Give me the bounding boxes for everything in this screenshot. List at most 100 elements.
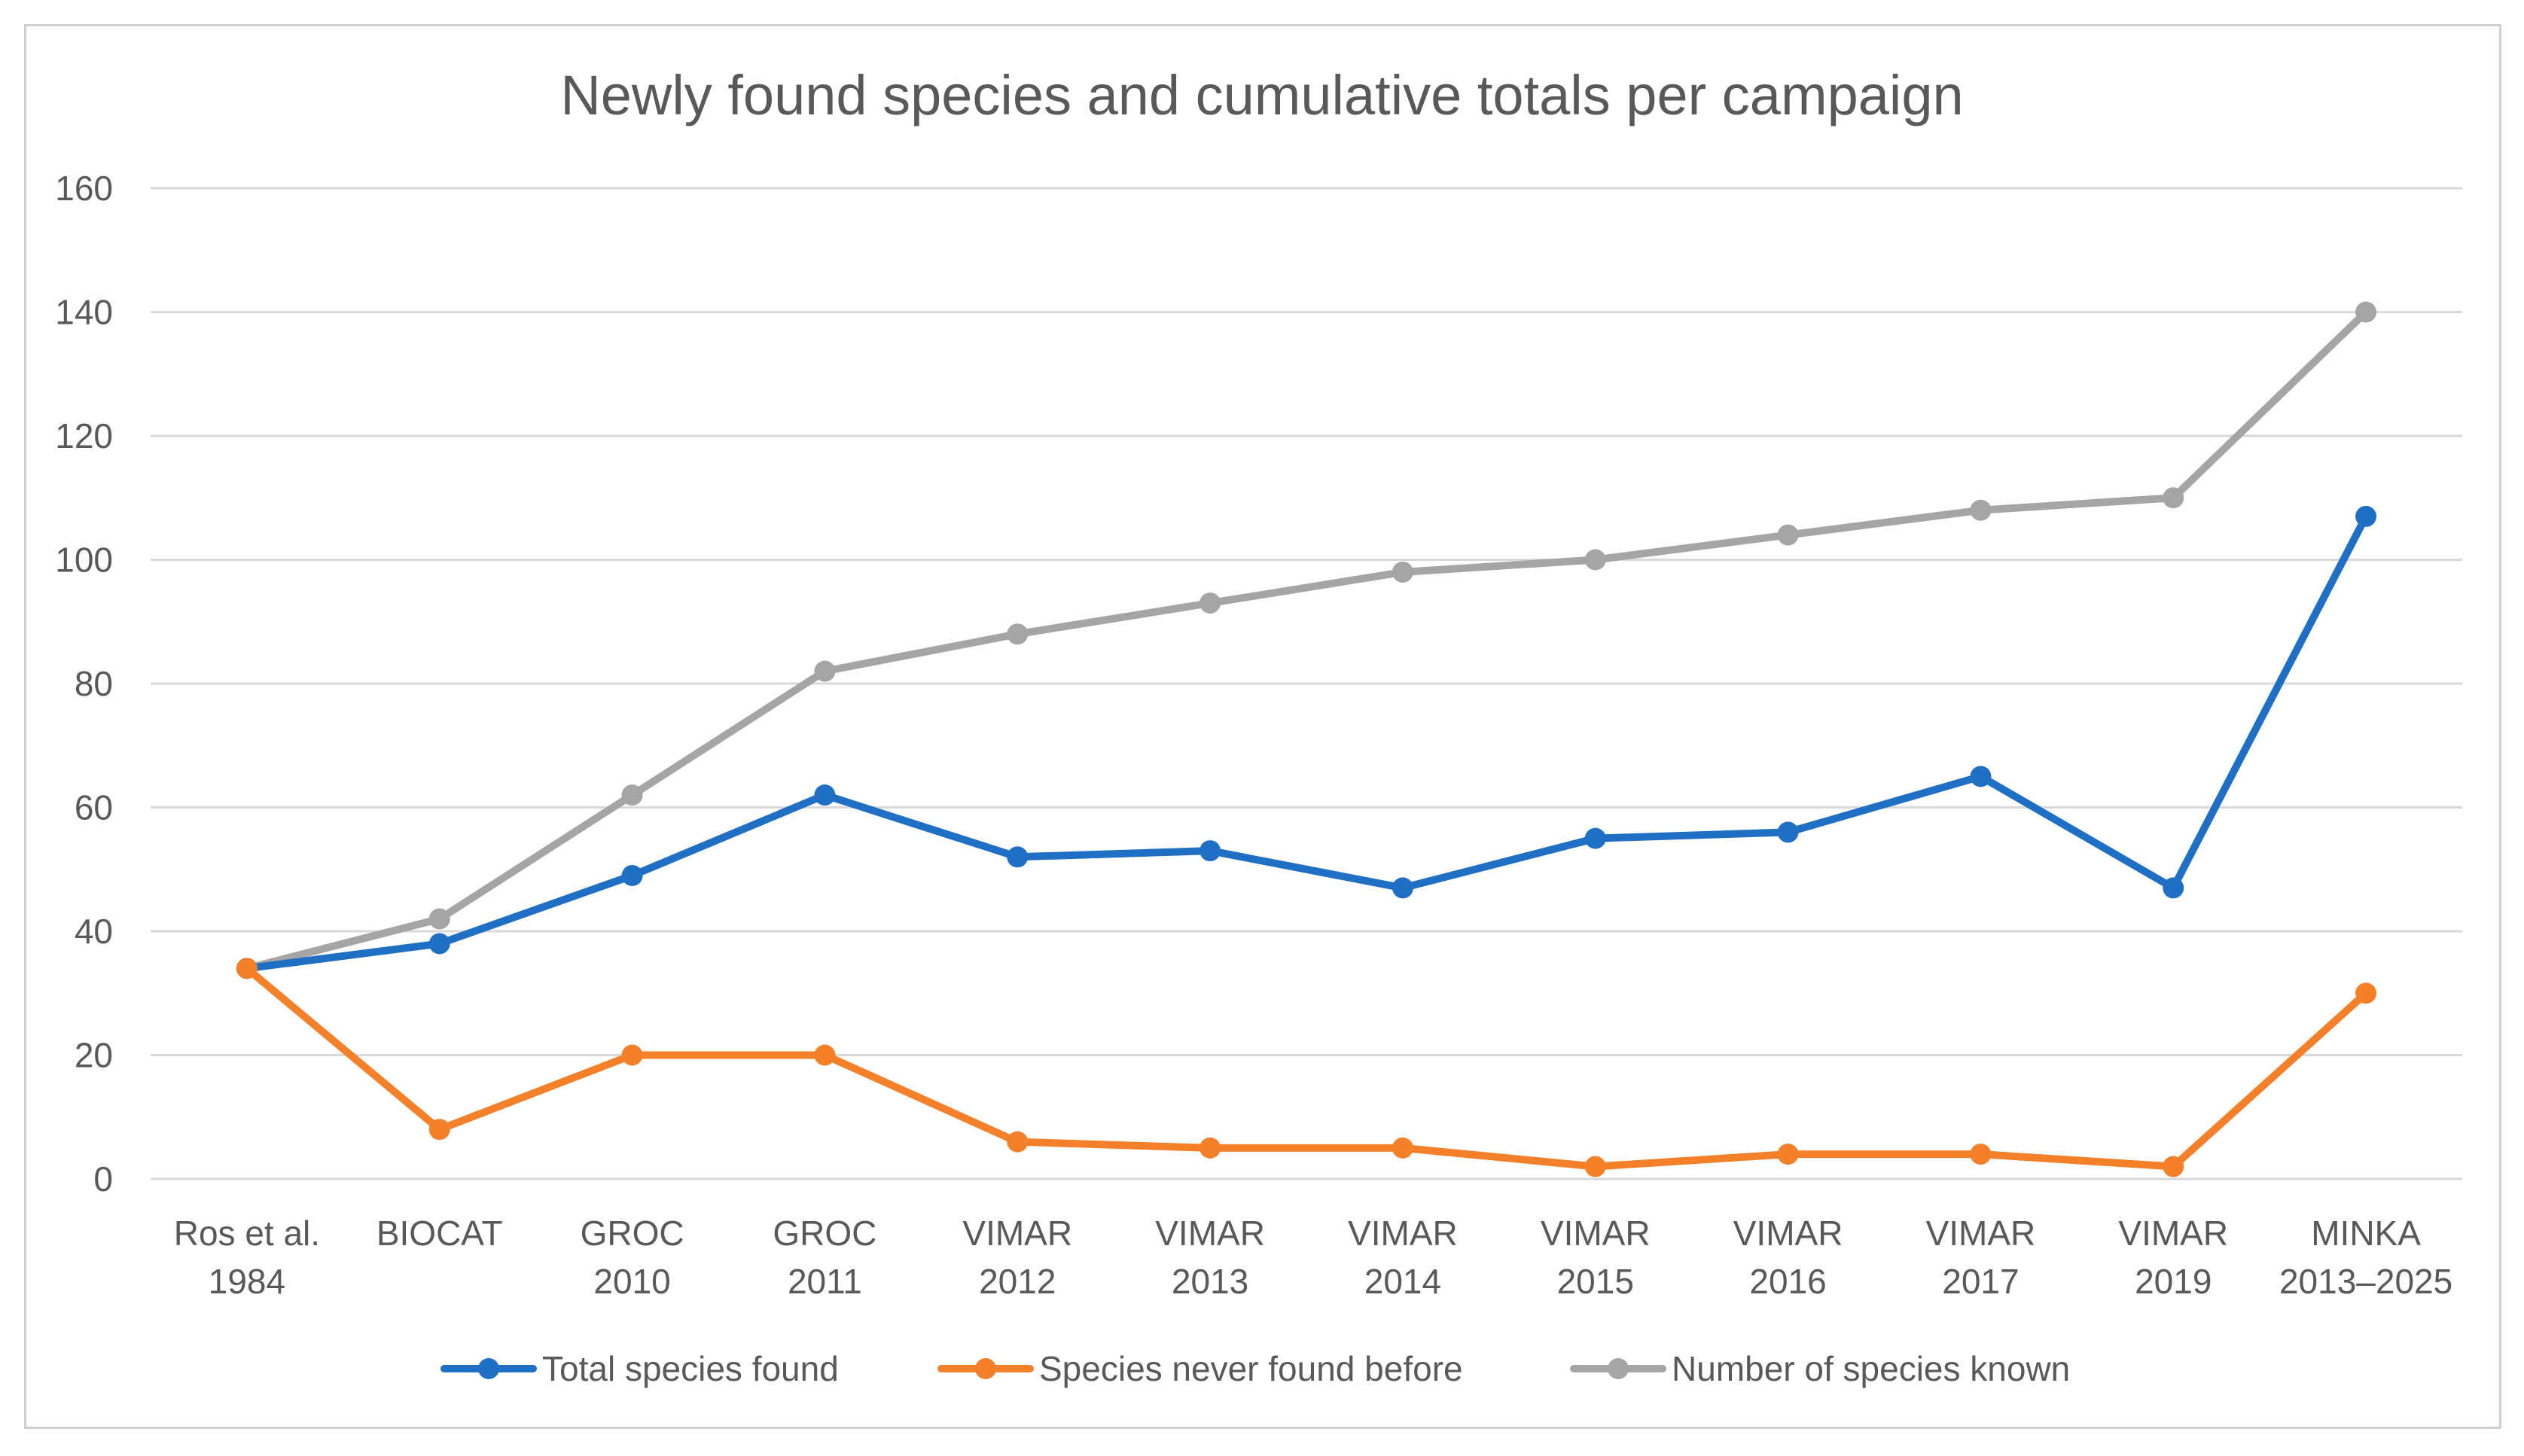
x-tick-label-line: 2016 [1749, 1262, 1826, 1301]
x-tick-label-line: BIOCAT [376, 1214, 503, 1253]
chart-title: Newly found species and cumulative total… [560, 64, 1963, 126]
x-tick-label: Ros et al. 1984 [174, 1214, 320, 1301]
x-tick-label-line: Ros et al. [174, 1214, 320, 1253]
data-point [814, 784, 836, 806]
data-point [236, 958, 258, 979]
data-point [1777, 821, 1799, 843]
data-point [621, 1044, 643, 1066]
x-tick-label-line: VIMAR [1155, 1214, 1265, 1253]
y-tick-label: 140 [55, 293, 113, 332]
data-point [1584, 549, 1606, 571]
legend-label: Number of species known [1672, 1349, 2070, 1388]
x-tick-label-line: 2011 [788, 1262, 862, 1301]
x-tick-label-line: VIMAR [962, 1214, 1072, 1253]
data-point [1200, 592, 1221, 614]
x-tick-label-line: 2019 [2135, 1262, 2212, 1301]
data-point [428, 908, 450, 930]
data-point [814, 660, 836, 682]
y-tick-label: 60 [75, 788, 113, 827]
x-tick-label-line: GROC [581, 1214, 684, 1253]
data-point [1777, 524, 1799, 546]
data-point [1970, 499, 1992, 521]
x-tick-label-line: VIMAR [1733, 1214, 1843, 1253]
x-tick-label-line: VIMAR [1541, 1214, 1651, 1253]
data-point [1200, 1137, 1221, 1159]
x-tick-label-line: 2015 [1557, 1262, 1634, 1301]
data-point [428, 933, 450, 955]
x-tick-label: VIMAR 2014 [1348, 1214, 1458, 1301]
y-tick-label: 100 [55, 541, 113, 580]
x-tick-label: VIMAR 2019 [2118, 1214, 2228, 1301]
data-point [1007, 846, 1029, 868]
legend-item: Species never found before [937, 1349, 1463, 1388]
x-axis-ticks: Ros et al. 1984 BIOCAT GROC 2010 GROC 2011 VIMA… [174, 1214, 2452, 1301]
x-tick-label: VIMAR 2017 [1926, 1214, 2036, 1301]
x-tick-label-line: 2013 [1172, 1262, 1248, 1301]
data-point [621, 784, 643, 806]
data-point [1777, 1144, 1799, 1165]
data-point [2163, 877, 2184, 899]
x-tick-label: BIOCAT [376, 1214, 503, 1253]
data-point [1970, 1144, 1992, 1165]
y-axis-ticks: 0 20 40 60 80 100 120 140 160 [55, 169, 113, 1199]
data-point [2355, 301, 2377, 323]
y-tick-label: 0 [93, 1159, 113, 1199]
series-1 [236, 958, 2377, 1177]
data-point [621, 864, 643, 886]
data-point [1200, 840, 1221, 862]
data-point [1007, 1131, 1029, 1153]
y-tick-label: 160 [55, 169, 113, 208]
data-point [2355, 505, 2377, 527]
x-tick-label-line: 2013–2025 [2279, 1262, 2452, 1301]
data-point [1392, 561, 1413, 583]
series-line [242, 964, 2370, 1171]
legend-swatch-marker [975, 1358, 996, 1379]
data-point [1970, 766, 1992, 787]
data-point [2163, 487, 2184, 509]
data-point [814, 1044, 836, 1066]
x-tick-label-line: 2014 [1364, 1262, 1441, 1301]
data-point [1007, 623, 1029, 645]
x-tick-label: VIMAR 2015 [1541, 1214, 1651, 1301]
x-tick-label: VIMAR 2016 [1733, 1214, 1843, 1301]
x-tick-label: MINKA 2013–2025 [2279, 1214, 2452, 1301]
y-tick-label: 40 [75, 912, 113, 951]
x-tick-label-line: VIMAR [1926, 1214, 2036, 1253]
x-tick-label: GROC 2010 [581, 1214, 684, 1301]
x-tick-label-line: VIMAR [2118, 1214, 2228, 1253]
x-tick-label-line: 2012 [979, 1262, 1056, 1301]
legend-item: Total species found [440, 1349, 839, 1388]
x-tick-label-line: MINKA [2311, 1214, 2421, 1253]
legend-label: Total species found [542, 1349, 839, 1388]
legend: Total species found Species never found b… [440, 1349, 2070, 1388]
series-2 [236, 301, 2377, 979]
x-tick-label: VIMAR 2012 [962, 1214, 1072, 1301]
x-tick-label-line: VIMAR [1348, 1214, 1458, 1253]
x-tick-label: VIMAR 2013 [1155, 1214, 1265, 1301]
data-point [1392, 1137, 1413, 1159]
x-tick-label: GROC 2011 [773, 1214, 876, 1301]
y-tick-label: 120 [55, 416, 113, 455]
data-point [428, 1119, 450, 1141]
legend-swatch-marker [1608, 1358, 1629, 1379]
y-tick-label: 20 [75, 1036, 113, 1075]
data-point [1584, 1156, 1606, 1177]
series-line [242, 308, 2370, 973]
data-point [1584, 827, 1606, 849]
data-point [1392, 877, 1413, 899]
series-0 [236, 505, 2377, 979]
series-group [236, 301, 2377, 1177]
x-tick-label-line: 2010 [593, 1262, 670, 1301]
series-line [242, 512, 2370, 973]
chart-frame [24, 24, 2501, 1429]
data-point [2163, 1156, 2184, 1177]
legend-label: Species never found before [1039, 1349, 1463, 1388]
y-tick-label: 80 [75, 664, 113, 703]
legend-swatch-marker [478, 1358, 499, 1379]
x-tick-label-line: GROC [773, 1214, 876, 1253]
data-point [2355, 982, 2377, 1004]
x-tick-label-line: 1984 [209, 1262, 285, 1301]
gridlines [151, 187, 2462, 1180]
legend-item: Number of species known [1570, 1349, 2070, 1388]
